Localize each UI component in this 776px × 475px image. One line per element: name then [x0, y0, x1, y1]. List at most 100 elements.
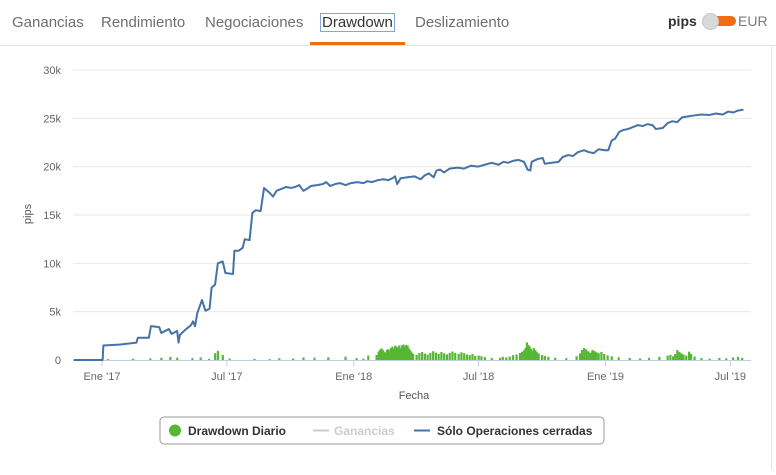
drawdown-bar [585, 349, 588, 360]
drawdown-bar [534, 350, 537, 360]
drawdown-bar [532, 347, 535, 360]
drawdown-bar [437, 354, 440, 360]
drawdown-bar [362, 358, 365, 360]
drawdown-bar [587, 351, 590, 360]
drawdown-bar [278, 358, 281, 360]
drawdown-bar [327, 357, 330, 360]
drawdown-bar [394, 345, 397, 360]
drawdown-bar [396, 347, 400, 360]
drawdown-bar [600, 351, 603, 360]
y-tick-label: 5k [49, 307, 61, 319]
y-tick-label: 30k [43, 65, 61, 77]
tab-bar: Ganancias Rendimiento Negociaciones Draw… [0, 0, 776, 46]
drawdown-bar [463, 353, 466, 360]
legend-box [159, 416, 605, 445]
drawdown-bar [355, 358, 358, 360]
drawdown-bar [399, 348, 402, 360]
drawdown-bar [412, 354, 415, 360]
drawdown-bar [107, 359, 110, 360]
tab-rendimiento[interactable]: Rendimiento [101, 14, 185, 31]
drawdown-bar [471, 354, 474, 360]
drawdown-bar [583, 348, 586, 360]
drawdown-bar [375, 354, 378, 360]
drawdown-bar [384, 352, 387, 360]
drawdown-bar [392, 348, 395, 360]
drawdown-bar [191, 358, 194, 360]
y-tick-label: 25k [43, 113, 61, 125]
drawdown-bar [666, 355, 669, 360]
drawdown-bar [672, 356, 675, 360]
drawdown-bar [405, 345, 408, 360]
y-tick-label: 10k [43, 258, 61, 270]
drawdown-bar [383, 351, 386, 360]
drawdown-bar [501, 356, 504, 360]
drawdown-bar [523, 350, 526, 360]
drawdown-bar [445, 354, 449, 360]
drawdown-bar [377, 351, 380, 360]
y-axis-title: pips [22, 203, 34, 224]
legend-item-ganancias[interactable]: Ganancias [313, 424, 395, 438]
drawdown-bar [591, 349, 594, 360]
tab-negociaciones[interactable]: Negociaciones [205, 14, 303, 31]
drawdown-bar [149, 358, 152, 360]
drawdown-bar [407, 348, 411, 360]
drawdown-bar [410, 352, 413, 360]
toggle-knob[interactable] [702, 13, 719, 30]
drawdown-bar [409, 350, 412, 360]
drawdown-bar [512, 355, 515, 360]
x-axis-title: Fecha [399, 390, 430, 402]
tab-ganancias[interactable]: Ganancias [12, 14, 84, 31]
active-tab-indicator [310, 42, 405, 45]
tab-drawdown[interactable]: Drawdown [320, 13, 395, 32]
drawdown-bar [378, 349, 382, 360]
drawdown-bar [395, 346, 398, 360]
tab-label: Ganancias [12, 14, 84, 31]
drawdown-bar [537, 353, 540, 360]
drawdown-bar [421, 352, 424, 360]
drawdown-bar [581, 349, 584, 360]
drawdown-bar [214, 353, 217, 360]
drawdown-bar [541, 354, 544, 360]
drawdown-bar [477, 355, 480, 360]
drawdown-bar [415, 354, 418, 360]
drawdown-bar [508, 356, 511, 360]
drawdown-bar [682, 354, 685, 360]
drawdown-bar [529, 348, 533, 360]
legend-item-closed-trades[interactable]: Sólo Operaciones cerradas [414, 424, 593, 438]
drawdown-bar [524, 347, 527, 360]
drawdown-bar [708, 358, 711, 360]
drawdown-bar [628, 358, 631, 360]
chart-container: 0 5k 10k 15k 20k 25k 30k Ene '17 Jul '17 Ene '18… [0, 46, 772, 470]
drawdown-bar [518, 353, 522, 360]
drawdown-bar [593, 351, 596, 360]
tab-label: Negociaciones [205, 14, 304, 31]
drawdown-bar [381, 349, 384, 360]
drawdown-bar [400, 345, 404, 360]
drawdown-bar [597, 353, 600, 360]
y-tick-label: 0 [55, 355, 61, 367]
tab-label: Drawdown [320, 13, 395, 32]
drawdown-bar [718, 357, 721, 360]
drawdown-bar [685, 355, 688, 360]
legend-item-drawdown[interactable]: Drawdown Diario [169, 424, 286, 438]
drawdown-bar [448, 353, 451, 360]
drawdown-bar [480, 356, 483, 360]
drawdown-bar [398, 345, 401, 360]
drawdown-bar [268, 359, 271, 360]
drawdown-bar [578, 353, 582, 360]
unit-toggle-switch[interactable] [704, 16, 736, 26]
drawdown-bar [528, 346, 531, 360]
drawdown-bar [669, 354, 672, 360]
drawdown-bar [606, 355, 609, 360]
drawdown-bar [207, 358, 211, 360]
drawdown-bar [460, 352, 463, 360]
drawdown-bar [380, 348, 383, 360]
legend-drawdown-label: Drawdown Diario [188, 424, 286, 438]
drawdown-bar [169, 356, 172, 360]
drawdown-bar [423, 353, 426, 360]
drawdown-bar [474, 355, 477, 360]
drawdown-bar [388, 350, 391, 360]
pips-label: pips [668, 13, 697, 29]
x-tick-label: Ene '18 [335, 371, 372, 383]
tab-deslizamiento[interactable]: Deslizamiento [415, 14, 509, 31]
